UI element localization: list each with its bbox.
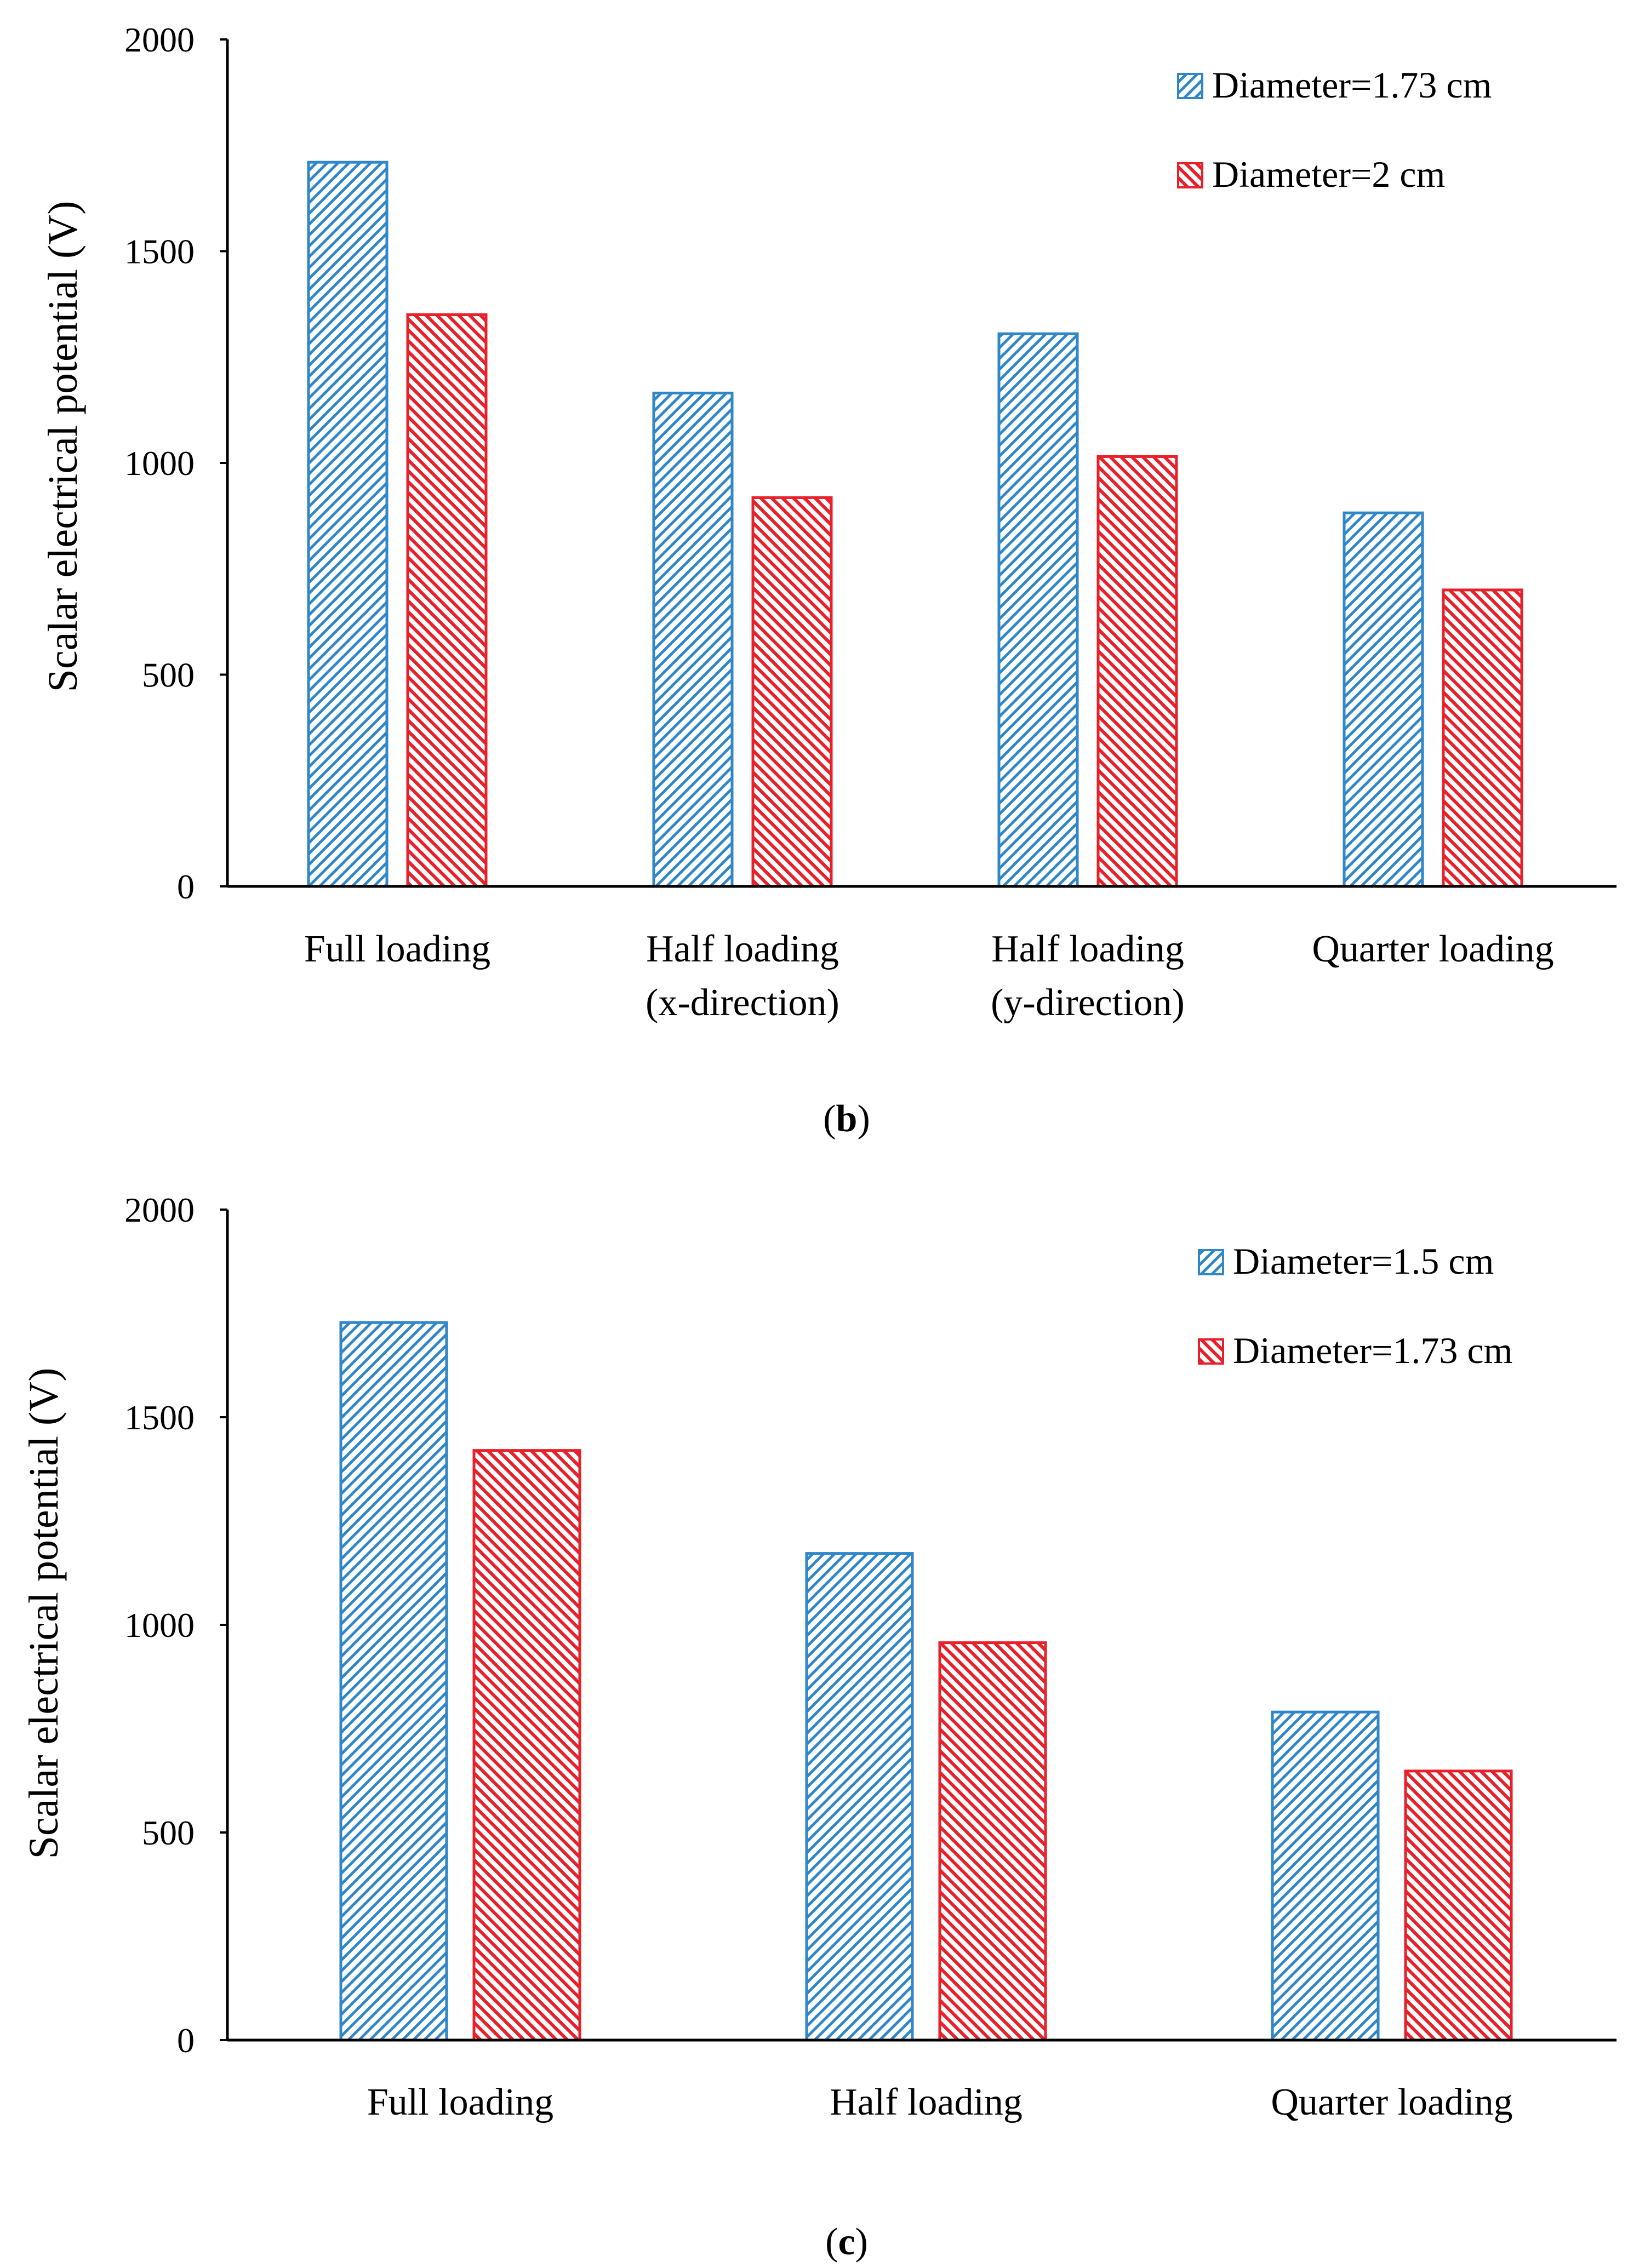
chart-b-bars <box>307 161 1523 888</box>
chart-c-bars <box>339 1321 1513 2042</box>
chart-b-ytick-label-2: 1000 <box>124 444 195 483</box>
chart-b-legend-swatch-1 <box>1177 73 1203 99</box>
chart-c-legend-label-1: Diameter=1.5 cm <box>1233 1240 1494 1282</box>
chart-b-ytick-label-3: 1500 <box>124 232 195 271</box>
chart-b-bar-s2-2 <box>751 496 833 888</box>
chart-b-category-label-3-line2: (y-direction) <box>991 982 1185 1024</box>
chart-c-ylabel: Scalar electrical potential (V) <box>21 1368 67 1859</box>
chart-c-category-label-3: Quarter loading <box>1271 2081 1512 2123</box>
chart-b-caption: (b) <box>823 1098 870 1140</box>
chart-b-caption-letter: b <box>836 1098 858 1140</box>
chart-b-legend-swatch-2 <box>1177 162 1203 188</box>
chart-b-category-label-1: Full loading <box>304 928 490 970</box>
chart-c-ytick-label-4: 2000 <box>124 1190 195 1229</box>
chart-c-bar-s1-2 <box>805 1552 914 2042</box>
chart-b-category-label-2: Half loading <box>646 928 839 970</box>
chart-c-caption: (c) <box>825 2221 868 2263</box>
chart-c-ytick-label-2: 1000 <box>124 1606 195 1645</box>
chart-c-legend-swatch-1 <box>1198 1249 1224 1275</box>
chart-c-caption-letter: c <box>838 2221 855 2263</box>
chart-c-ytick-label-3: 1500 <box>124 1398 195 1437</box>
chart-b-category-label-2-line2: (x-direction) <box>646 982 839 1024</box>
chart-b-bar-s1-3 <box>997 332 1079 888</box>
chart-c-legend-label-2: Diameter=1.73 cm <box>1233 1330 1512 1371</box>
chart-b-ytick-label-0: 0 <box>177 867 195 906</box>
chart-b-bar-s1-1 <box>307 161 389 888</box>
chart-c-yticks: 0 500 1000 1500 2000 <box>124 1190 227 2060</box>
chart-b-bar-s2-4 <box>1442 588 1523 888</box>
chart-c-axes <box>226 1210 1617 2042</box>
chart-b-axes <box>226 39 1617 888</box>
chart-c-bar-s1-3 <box>1271 1710 1380 2042</box>
chart-b-ytick-label-1: 500 <box>142 656 195 695</box>
chart-b-category-labels: Full loading Half loading (x-direction) Hal… <box>304 928 1554 1024</box>
chart-c-legend: Diameter=1.5 cm Diameter=1.73 cm <box>1198 1240 1512 1371</box>
chart-c-category-labels: Full loading Half loading Quarter loading <box>367 2081 1513 2123</box>
chart-b-bar-s2-3 <box>1096 455 1178 888</box>
chart-b-bar-s1-4 <box>1343 511 1424 888</box>
chart-b-bar-s2-1 <box>406 313 488 888</box>
chart-b-legend-label-1: Diameter=1.73 cm <box>1212 64 1492 106</box>
chart-b-category-label-3: Half loading <box>991 928 1184 970</box>
chart-b-yticks: 0 500 1000 1500 2000 <box>124 20 227 906</box>
chart-c-bar-s1-1 <box>339 1321 448 2042</box>
chart-c-bar-s2-2 <box>938 1641 1047 2042</box>
chart-c: Scalar electrical potential (V) 0 500 1000… <box>21 1190 1617 2263</box>
chart-b-bar-s1-2 <box>652 391 734 888</box>
chart-c-ytick-label-0: 0 <box>177 2021 195 2060</box>
chart-b: Scalar electrical potential (V) 0 500 1000… <box>40 20 1617 1140</box>
chart-b-ytick-label-4: 2000 <box>124 20 195 59</box>
chart-b-ylabel: Scalar electrical potential (V) <box>40 201 86 692</box>
chart-b-category-label-4: Quarter loading <box>1312 928 1553 970</box>
chart-c-ytick-label-1: 500 <box>142 1813 195 1852</box>
chart-c-category-label-2: Half loading <box>830 2081 1023 2123</box>
chart-b-legend: Diameter=1.73 cm Diameter=2 cm <box>1177 64 1492 195</box>
chart-c-category-label-1: Full loading <box>367 2081 553 2123</box>
chart-b-legend-label-2: Diameter=2 cm <box>1212 153 1445 195</box>
chart-c-legend-swatch-2 <box>1198 1338 1224 1365</box>
chart-c-bar-s2-3 <box>1404 1769 1513 2042</box>
chart-c-bar-s2-1 <box>472 1449 581 2042</box>
